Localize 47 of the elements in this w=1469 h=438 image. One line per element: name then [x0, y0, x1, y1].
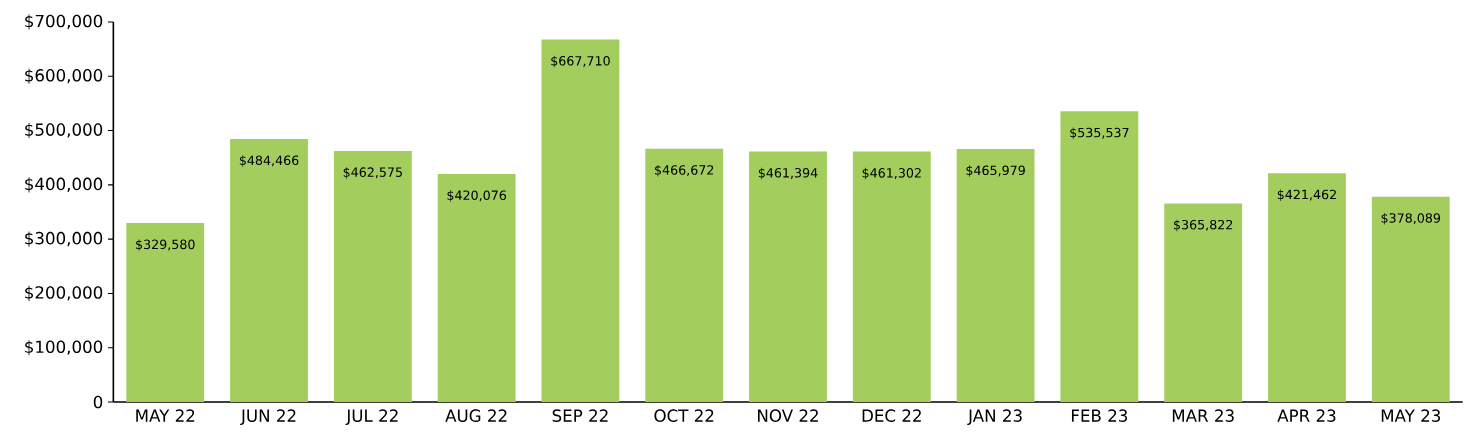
- data-label: $535,537: [1070, 127, 1129, 140]
- bar: [126, 223, 205, 402]
- bar: [333, 150, 412, 402]
- bar: [645, 148, 724, 402]
- y-tick-label: $100,000: [25, 340, 103, 356]
- bar: [852, 151, 931, 402]
- x-tick-label: MAY 22: [136, 409, 195, 422]
- bar: [230, 139, 308, 402]
- y-tick-label: 0: [93, 395, 103, 409]
- bar: [1060, 111, 1139, 402]
- data-label: $421,462: [1277, 189, 1336, 201]
- bar: [437, 173, 516, 402]
- data-label: $365,822: [1174, 219, 1233, 232]
- data-label: $420,076: [447, 190, 507, 202]
- x-tick-label: FEB 23: [1071, 409, 1128, 422]
- x-tick-label: DEC 22: [862, 409, 921, 422]
- y-tick-label: $600,000: [25, 68, 103, 84]
- x-tick-label: JUL 22: [345, 409, 398, 426]
- x-tick-label: SEP 22: [552, 409, 608, 422]
- bar: [956, 149, 1035, 402]
- x-tick-label: APR 23: [1277, 409, 1336, 422]
- y-tick-label: $200,000: [25, 285, 103, 301]
- bar: [1371, 196, 1450, 402]
- x-tick-label: OCT 22: [654, 409, 714, 422]
- data-label: $465,979: [966, 165, 1025, 177]
- data-label: $461,302: [862, 167, 921, 180]
- x-tick-label: AUG 22: [445, 409, 507, 422]
- y-tick-label: $300,000: [25, 231, 103, 247]
- bar: [541, 39, 620, 402]
- x-tick-label: MAR 23: [1172, 409, 1234, 422]
- x-tick-label: MAY 23: [1381, 409, 1440, 422]
- bar: [1268, 173, 1346, 402]
- x-tick-label: JAN 23: [967, 409, 1022, 426]
- data-label: $466,672: [655, 164, 714, 177]
- data-label: $329,580: [136, 239, 195, 251]
- data-label: $461,394: [758, 167, 818, 180]
- data-label: $667,710: [551, 55, 610, 68]
- y-tick-label: $400,000: [25, 177, 103, 193]
- bar: [1164, 203, 1243, 402]
- bar: [749, 151, 827, 402]
- y-tick-label: $700,000: [25, 14, 103, 30]
- data-label: $378,089: [1381, 213, 1441, 225]
- y-tick-label: $500,000: [25, 123, 103, 139]
- data-label: $484,466: [239, 155, 299, 167]
- x-tick-label: JUN 22: [240, 409, 296, 426]
- data-label: $462,575: [343, 167, 402, 179]
- x-tick-label: NOV 22: [758, 409, 818, 422]
